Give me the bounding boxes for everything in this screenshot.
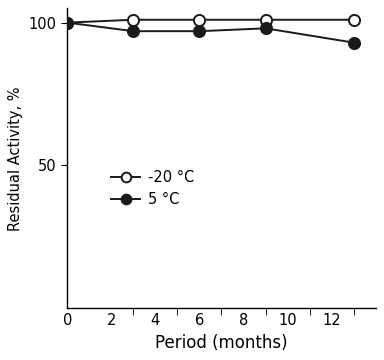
5 °C [131, 29, 136, 33]
5 °C [351, 40, 356, 45]
Line: 5 °C: 5 °C [62, 17, 359, 48]
Legend: -20 °C, 5 °C: -20 °C, 5 °C [106, 164, 200, 213]
-20 °C [131, 18, 136, 22]
5 °C [197, 29, 202, 33]
Y-axis label: Residual Activity, %: Residual Activity, % [8, 86, 23, 230]
5 °C [263, 26, 268, 31]
-20 °C [65, 21, 70, 25]
5 °C [65, 21, 70, 25]
Line: -20 °C: -20 °C [62, 14, 359, 28]
-20 °C [351, 18, 356, 22]
-20 °C [197, 18, 202, 22]
-20 °C [263, 18, 268, 22]
X-axis label: Period (months): Period (months) [155, 334, 288, 352]
